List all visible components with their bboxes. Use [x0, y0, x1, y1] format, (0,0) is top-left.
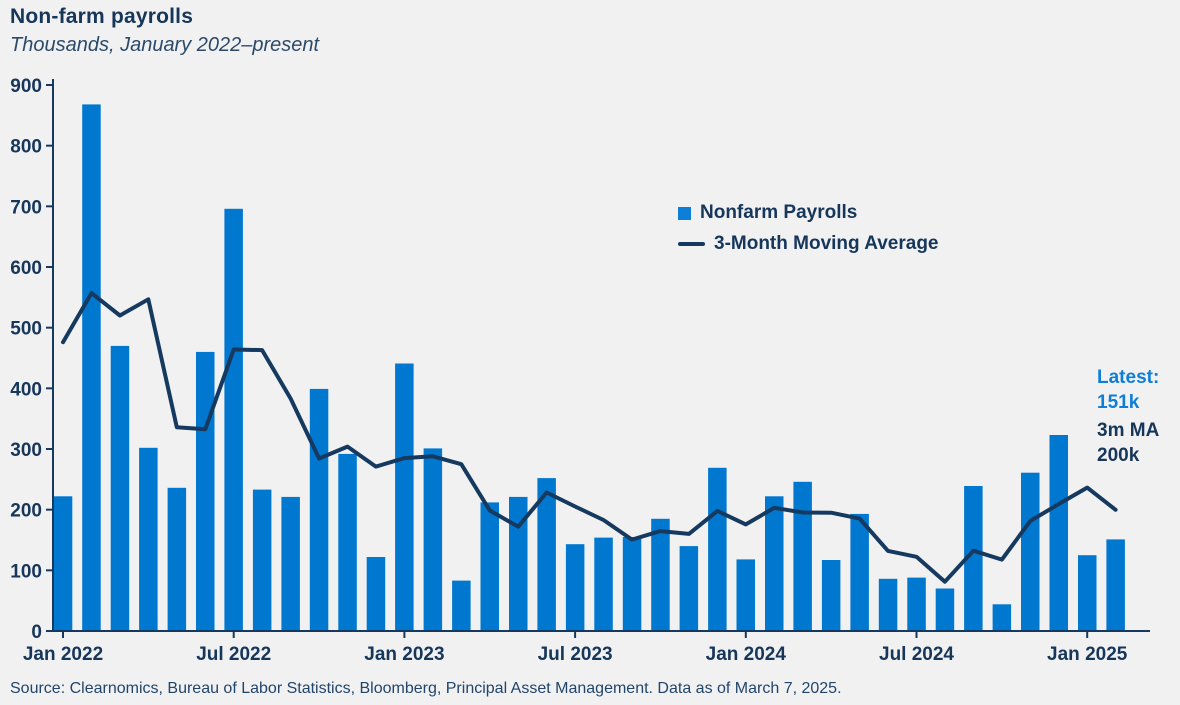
- x-axis-tick-label: Jul 2022: [196, 644, 271, 665]
- bar-sep-2024: [964, 486, 983, 631]
- bar-oct-2024: [992, 604, 1012, 631]
- bar-oct-2022: [309, 388, 329, 631]
- bar-apr-2024: [821, 560, 841, 631]
- x-axis-tick-label: Jan 2025: [1047, 644, 1128, 665]
- x-axis-tick-label: Jan 2023: [364, 644, 444, 665]
- y-axis-tick-label: 700: [10, 197, 42, 218]
- bar-jan-2022: [53, 496, 73, 631]
- bar-jun-2023: [537, 478, 556, 631]
- bar-mar-2024: [793, 481, 812, 631]
- y-axis-tick-label: 400: [10, 379, 42, 400]
- bar-apr-2023: [480, 502, 499, 631]
- bar-jan-2025: [1078, 555, 1097, 631]
- bar-aug-2024: [935, 588, 955, 631]
- bar-jun-2022: [196, 351, 215, 631]
- bar-nov-2024: [1021, 472, 1040, 631]
- bar-nov-2022: [338, 453, 357, 631]
- y-axis-tick-label: 0: [31, 622, 42, 643]
- bar-may-2023: [509, 496, 528, 631]
- bar-dec-2024: [1049, 435, 1068, 631]
- bar-sep-2023: [622, 537, 642, 631]
- bar-may-2022: [167, 487, 187, 631]
- bar-jan-2023: [395, 363, 414, 631]
- bar-feb-2024: [765, 496, 784, 631]
- chart-subtitle: Thousands, January 2022–present: [10, 34, 320, 56]
- latest-value-callout: Latest: 151k: [1097, 367, 1160, 413]
- bar-jul-2024: [907, 577, 926, 631]
- bar-aug-2022: [252, 489, 272, 631]
- x-axis-tick-label: Jan 2024: [706, 644, 787, 665]
- y-axis-tick-label: 900: [10, 76, 42, 97]
- bar-mar-2023: [452, 580, 471, 631]
- bar-mar-2022: [110, 345, 130, 631]
- bar-feb-2025: [1106, 539, 1125, 631]
- y-axis-tick-label: 800: [10, 137, 42, 158]
- y-axis-tick-label: 500: [10, 319, 42, 340]
- y-axis-tick-label: 600: [10, 258, 42, 279]
- bar-jun-2024: [878, 578, 898, 631]
- legend-label: Nonfarm Payrolls: [700, 202, 858, 223]
- page-title: Non-farm payrolls: [10, 5, 194, 28]
- legend-item-moving-average: 3-Month Moving Average: [678, 233, 939, 255]
- moving-average-callout: 3m MA 200k: [1097, 420, 1160, 466]
- bar-jul-2022: [224, 208, 243, 632]
- bar-feb-2023: [423, 448, 443, 631]
- bar-apr-2022: [139, 447, 158, 631]
- x-axis-tick-label: Jan 2022: [23, 644, 103, 665]
- y-axis-tick-label: 200: [10, 501, 42, 522]
- bar-aug-2023: [594, 537, 613, 631]
- bar-jan-2024: [736, 559, 755, 631]
- x-axis-tick-label: Jul 2023: [538, 644, 613, 665]
- bar-sep-2022: [281, 496, 300, 631]
- x-axis-tick-label: Jul 2024: [879, 644, 954, 665]
- moving-average-line: [61, 291, 1118, 584]
- legend-label: 3-Month Moving Average: [714, 233, 939, 254]
- bar-nov-2023: [679, 546, 699, 631]
- bar-feb-2022: [82, 104, 101, 631]
- bar-swatch-icon: [678, 206, 691, 220]
- legend-item-nonfarm-payrolls: Nonfarm Payrolls: [678, 202, 939, 224]
- y-axis-tick-label: 300: [10, 440, 42, 461]
- bar-dec-2023: [708, 467, 727, 631]
- bar-may-2024: [850, 513, 869, 631]
- line-swatch-icon: [678, 242, 705, 246]
- bar-jul-2023: [565, 544, 585, 631]
- bar-oct-2023: [651, 518, 670, 631]
- bar-dec-2022: [366, 557, 386, 631]
- y-axis-tick-label: 100: [10, 561, 42, 582]
- source-note: Source: Clearnomics, Bureau of Labor Sta…: [10, 680, 842, 697]
- chart-legend: Nonfarm Payrolls 3-Month Moving Average: [678, 202, 939, 255]
